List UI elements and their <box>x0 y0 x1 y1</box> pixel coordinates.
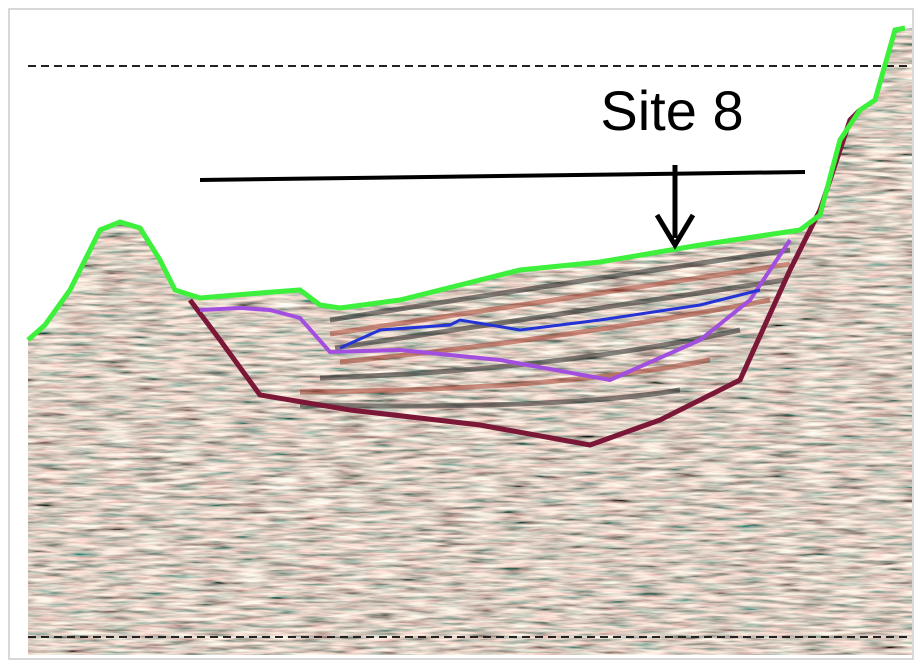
seismic-figure: Site 8 <box>0 0 922 669</box>
page: Site 8 (() => { const data = JSON.parse(… <box>0 0 922 669</box>
site-label: Site 8 <box>600 79 743 142</box>
